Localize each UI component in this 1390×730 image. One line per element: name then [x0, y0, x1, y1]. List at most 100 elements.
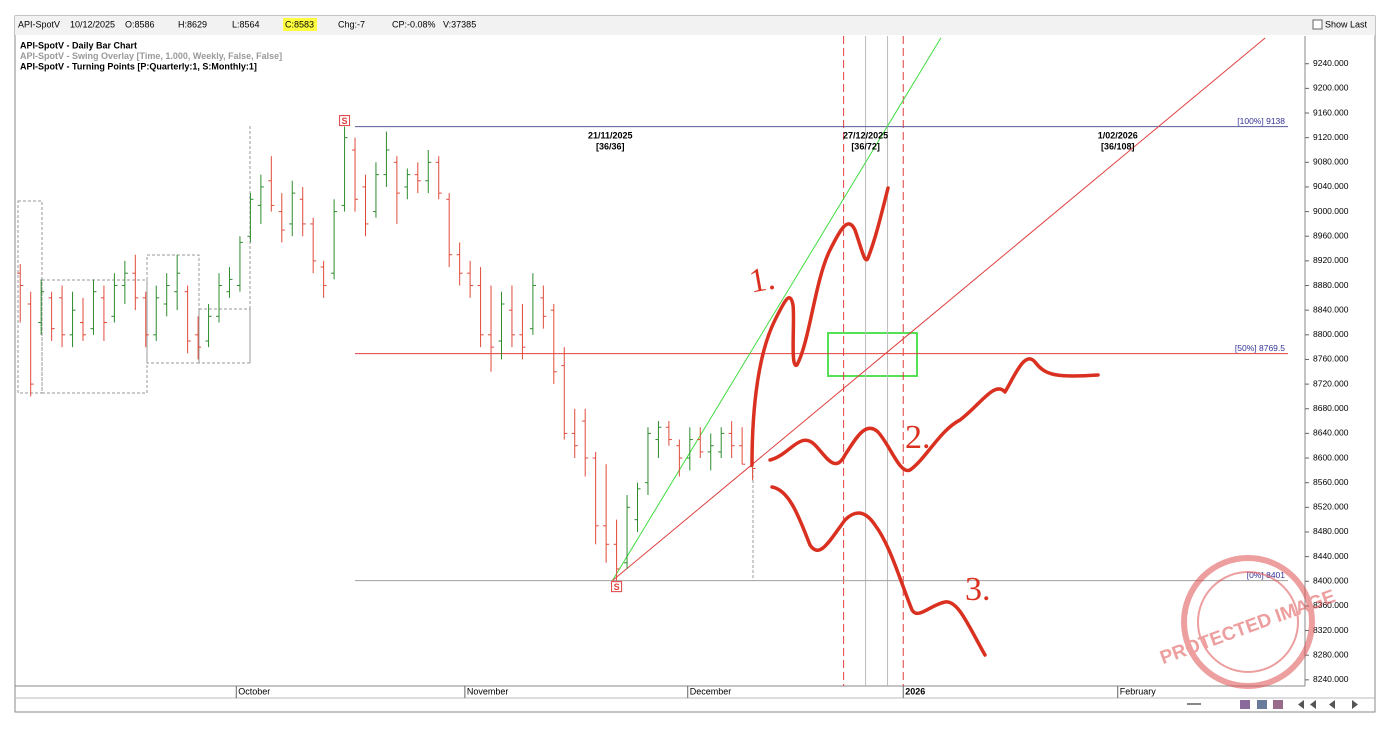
- show-last-label[interactable]: Show Last: [1325, 19, 1368, 29]
- y-tick-label: 8600.000: [1313, 452, 1349, 462]
- price-bar: [707, 433, 714, 471]
- y-tick-label: 8480.000: [1313, 526, 1349, 536]
- y-tick-label: 9240.000: [1313, 58, 1349, 68]
- y-tick-label: 8280.000: [1313, 649, 1349, 659]
- price-bar: [435, 156, 442, 200]
- price-bar: [697, 427, 704, 459]
- price-bar: [341, 126, 348, 212]
- price-bar: [592, 451, 599, 545]
- time-label-date: 21/11/2025: [588, 130, 633, 140]
- price-bar: [718, 427, 725, 459]
- price-bar: [582, 408, 589, 477]
- legend-entry: API-SpotV - Daily Bar Chart: [20, 40, 137, 50]
- y-tick-label: 9080.000: [1313, 157, 1349, 167]
- price-bar: [655, 421, 662, 459]
- y-tick-label: 8240.000: [1313, 674, 1349, 684]
- y-tick-label: 9040.000: [1313, 181, 1349, 191]
- price-bar: [362, 174, 369, 237]
- hand-drawn-scenarios: [750, 186, 1100, 657]
- price-bar: [739, 427, 746, 465]
- price-bar: [163, 273, 170, 317]
- x-tick-label: February: [1120, 686, 1157, 696]
- x-tick-label: 2026: [905, 686, 925, 696]
- scenario-3-label: 3.: [965, 571, 991, 608]
- price-bar: [508, 285, 515, 348]
- y-tick-label: 8400.000: [1313, 576, 1349, 586]
- level-label: [50%] 8769.5: [1235, 343, 1285, 353]
- price-bar: [195, 316, 202, 360]
- symbol: API-SpotV: [18, 19, 60, 29]
- price-bar: [634, 482, 641, 532]
- price-bar: [644, 427, 651, 496]
- swing-boxes: [17, 126, 754, 581]
- price-bar: [414, 162, 421, 194]
- price-bar: [48, 291, 55, 341]
- price-bar: [247, 193, 254, 243]
- price-bar: [571, 408, 578, 459]
- y-tick-label: 9200.000: [1313, 83, 1349, 93]
- price-bar: [80, 297, 87, 341]
- y-tick-label: 8920.000: [1313, 255, 1349, 265]
- price-bar: [289, 180, 296, 237]
- y-tick-label: 9120.000: [1313, 132, 1349, 142]
- nav-buttons[interactable]: [1187, 700, 1358, 709]
- y-tick-label: 8440.000: [1313, 551, 1349, 561]
- price-bar: [111, 273, 118, 323]
- price-bar: [226, 267, 233, 298]
- price-bar: [561, 347, 568, 440]
- price-bar: [184, 285, 191, 354]
- price-bar: [69, 291, 76, 348]
- swing-label: S: [614, 582, 620, 592]
- swing-marker: [611, 581, 623, 593]
- price-bar: [519, 304, 526, 360]
- close: C:8583: [285, 19, 314, 29]
- y-tick-label: 8760.000: [1313, 354, 1349, 364]
- price-bar: [268, 156, 275, 212]
- low: L:8564: [232, 19, 260, 29]
- y-tick-label: 8880.000: [1313, 280, 1349, 290]
- price-bar: [446, 193, 453, 268]
- swing-label: S: [342, 116, 348, 126]
- price-bar: [278, 193, 285, 243]
- header-bar: [15, 16, 1375, 35]
- price-bar: [665, 421, 672, 446]
- scenario-2-label: 2.: [905, 419, 931, 456]
- price-bar: [477, 267, 484, 348]
- price-bar: [174, 254, 181, 311]
- legend-entry: API-SpotV - Swing Overlay [Time, 1.000, …: [20, 51, 282, 61]
- price-bar: [456, 242, 463, 286]
- high: H:8629: [178, 19, 207, 29]
- price-bar: [205, 304, 212, 348]
- price-bar: [529, 273, 536, 335]
- time-label-count: [36/108]: [1101, 141, 1135, 151]
- change-percent: CP:-0.08%: [392, 19, 436, 29]
- show-last-checkbox[interactable]: [1312, 19, 1323, 30]
- y-tick-label: 8360.000: [1313, 600, 1349, 610]
- price-bar: [613, 519, 620, 581]
- close-highlight: [283, 18, 317, 31]
- y-tick-label: 8720.000: [1313, 378, 1349, 388]
- y-tick-label: 9160.000: [1313, 107, 1349, 117]
- price-bar: [676, 439, 683, 477]
- window-frame: [14, 15, 1376, 713]
- y-tick-label: 8840.000: [1313, 304, 1349, 314]
- price-bar: [425, 149, 432, 194]
- price-bar: [404, 168, 411, 200]
- price-bar: [383, 131, 390, 187]
- price-bar: [498, 291, 505, 360]
- price-bar: [393, 156, 400, 224]
- level-label: [100%] 9138: [1237, 116, 1285, 126]
- price-bar: [100, 285, 107, 341]
- price-bar: [686, 427, 693, 471]
- x-tick-label: November: [467, 686, 509, 696]
- x-tick-label: December: [690, 686, 732, 696]
- open: O:8586: [125, 19, 155, 29]
- change: Chg:-7: [338, 19, 365, 29]
- time-label-date: 27/12/2025: [843, 130, 888, 140]
- y-tick-label: 8560.000: [1313, 477, 1349, 487]
- trend-line: [611, 37, 942, 581]
- price-bar: [216, 273, 223, 323]
- y-tick-label: 8320.000: [1313, 625, 1349, 635]
